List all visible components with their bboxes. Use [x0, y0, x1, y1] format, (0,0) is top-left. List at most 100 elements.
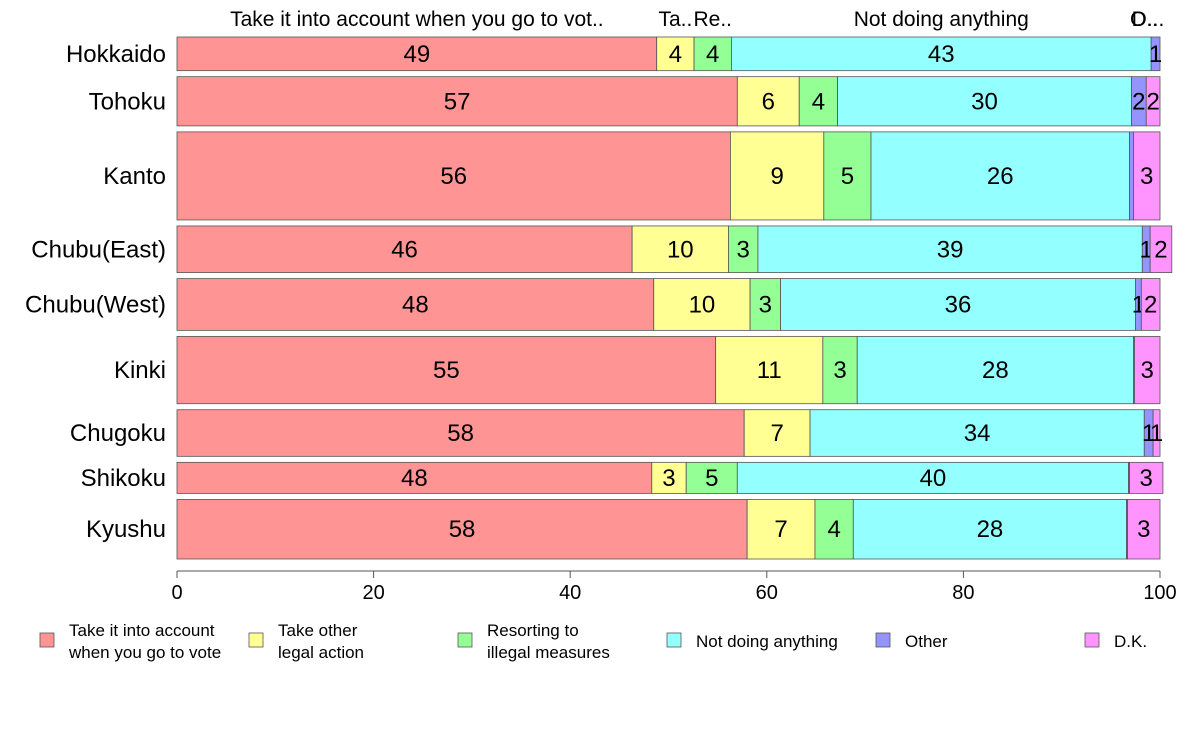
data-label: 43 — [928, 41, 955, 68]
top-series-label: Take it into account when you go to vot.… — [230, 8, 604, 31]
legend-label: legal action — [278, 643, 364, 662]
data-label: 1 — [1150, 420, 1163, 447]
legend-item: Other — [875, 632, 948, 651]
legend-item: Take it into account when you go to vote — [39, 621, 221, 662]
data-label: 39 — [937, 236, 964, 263]
bar-segment — [749, 278, 781, 331]
bar-segment — [1134, 335, 1161, 405]
bar-segment — [1150, 36, 1161, 72]
bar-segment — [176, 76, 738, 127]
bar-segment — [715, 335, 824, 405]
x-axis: 0 20 40 60 80 100 — [171, 570, 1177, 604]
top-series-label: D... — [1132, 8, 1165, 31]
data-label: 3 — [737, 236, 750, 263]
legend-swatch — [1084, 632, 1100, 648]
legend-item: Resorting to illegal measures — [457, 621, 610, 662]
region-label: Hokkaido — [66, 41, 166, 68]
data-label: 48 — [402, 291, 429, 318]
data-label: 58 — [447, 420, 474, 447]
data-label: 2 — [1144, 291, 1157, 318]
data-label: 3 — [1137, 516, 1150, 543]
bar-segment — [1145, 76, 1161, 127]
data-label: 3 — [1141, 357, 1154, 384]
bar-segment — [728, 225, 759, 273]
top-series-label: O.. — [1130, 8, 1158, 31]
region-labels: Hokkaido Tohoku Kanto Chubu(East) Chubu(West… — [25, 41, 166, 543]
bar-segment — [1149, 225, 1173, 273]
data-label: 1 — [1142, 420, 1155, 447]
x-tick-label: 100 — [1143, 582, 1176, 604]
bar-segment — [653, 278, 751, 331]
legend-swatch — [875, 632, 891, 648]
legend-label: D.K. — [1114, 632, 1147, 651]
bar-segment — [798, 76, 838, 127]
legend-label: illegal measures — [487, 643, 610, 662]
data-label: 55 — [433, 357, 460, 384]
bar-segment — [656, 36, 695, 72]
bar-segment — [651, 461, 687, 494]
legend-label: when you go to vote — [68, 643, 221, 662]
bar-rows: 49 4 4 43 157 6 4 30 2 256 9 5 26 346 10 3 39 1 248 10 3 36 12… — [176, 36, 1173, 560]
x-tick-label: 80 — [952, 582, 974, 604]
legend-swatch — [39, 632, 55, 648]
data-label: 2 — [1132, 88, 1145, 115]
bar-segment — [856, 335, 1134, 405]
legend-swatch — [248, 632, 264, 648]
legend-label: Take it into account — [69, 621, 215, 640]
data-label: 4 — [812, 88, 825, 115]
bar-segment — [837, 76, 1132, 127]
top-series-label: Re.. — [693, 8, 732, 31]
data-label: 36 — [945, 291, 972, 318]
bar-segment — [870, 131, 1130, 221]
legend-item: Not doing anything — [666, 632, 838, 651]
data-label: 30 — [971, 88, 998, 115]
data-label: 3 — [1140, 465, 1153, 492]
region-label: Kanto — [103, 163, 166, 190]
data-label: 58 — [449, 516, 476, 543]
data-label: 1 — [1149, 41, 1162, 68]
bar-segment — [176, 499, 748, 560]
data-label: 2 — [1154, 236, 1167, 263]
region-label: Kyushu — [86, 516, 166, 543]
data-label: 1 — [1140, 236, 1153, 263]
legend-label: Resorting to — [487, 621, 579, 640]
bar-segment — [780, 278, 1136, 331]
bar-segment — [1133, 131, 1161, 221]
legend-swatch — [457, 632, 473, 648]
bar-segment — [1129, 131, 1134, 221]
data-label: 34 — [964, 420, 991, 447]
data-label: 57 — [444, 88, 471, 115]
bar-segment — [1152, 409, 1161, 457]
x-tick-label: 40 — [559, 582, 581, 604]
bar-segment — [176, 335, 717, 405]
bar-segment — [852, 499, 1127, 560]
legend-label: Take other — [278, 621, 358, 640]
data-label: 28 — [982, 357, 1009, 384]
bar-segment — [631, 225, 729, 273]
x-tick-label: 20 — [362, 582, 384, 604]
bar-segment — [736, 76, 800, 127]
bar-segment — [685, 461, 738, 494]
region-label: Chugoku — [70, 420, 166, 447]
data-label: 49 — [404, 41, 431, 68]
data-label: 4 — [669, 41, 682, 68]
data-label: 4 — [706, 41, 719, 68]
data-label: 56 — [440, 163, 467, 190]
bar-segment — [1140, 278, 1161, 331]
data-label: 3 — [662, 465, 675, 492]
data-label: 26 — [987, 163, 1014, 190]
bar-segment — [176, 409, 745, 457]
bar-segment — [822, 335, 858, 405]
bar-segment — [743, 409, 811, 457]
top-series-label: Not doing anything — [854, 8, 1029, 31]
data-label: 2 — [1146, 88, 1159, 115]
data-label: 5 — [705, 465, 718, 492]
x-tick-label: 0 — [171, 582, 182, 604]
bar-segment — [176, 225, 633, 273]
data-label: 7 — [770, 420, 783, 447]
legend-label: Not doing anything — [696, 632, 838, 651]
top-series-label: Ta.. — [658, 8, 692, 31]
region-label: Kinki — [114, 357, 166, 384]
